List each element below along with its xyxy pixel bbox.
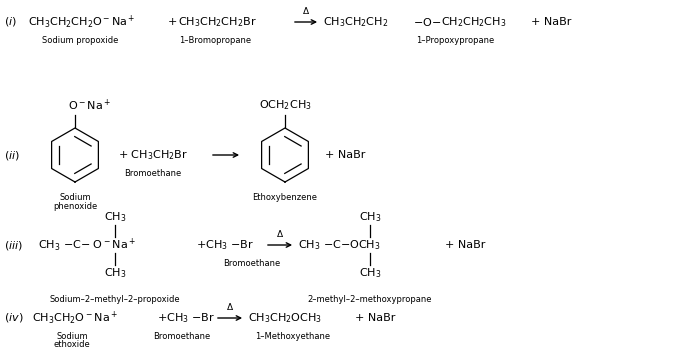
Text: CH$_3$: CH$_3$ <box>358 266 381 280</box>
Text: CH$_3$CH$_2$O$^-$Na$^+$: CH$_3$CH$_2$O$^-$Na$^+$ <box>32 310 118 327</box>
Text: Sodium: Sodium <box>59 193 91 202</box>
Text: CH$_3$CH$_2$OCH$_3$: CH$_3$CH$_2$OCH$_3$ <box>248 311 322 325</box>
Text: CH$_3$: CH$_3$ <box>104 266 126 280</box>
Text: $(iv)$: $(iv)$ <box>4 312 23 325</box>
Text: OCH$_2$CH$_3$: OCH$_2$CH$_3$ <box>259 98 312 112</box>
Text: + CH$_3$CH$_2$Br: + CH$_3$CH$_2$Br <box>118 148 188 162</box>
Text: CH$_3$ $-$C$-$ O$^-$Na$^+$: CH$_3$ $-$C$-$ O$^-$Na$^+$ <box>38 236 136 253</box>
Text: CH$_3$: CH$_3$ <box>104 210 126 224</box>
Text: $\Delta$: $\Delta$ <box>226 301 234 312</box>
Text: + NaBr: + NaBr <box>355 313 396 323</box>
Text: 1–Propoxypropane: 1–Propoxypropane <box>416 36 494 45</box>
Text: CH$_3$CH$_2$CH$_2$Br: CH$_3$CH$_2$CH$_2$Br <box>178 15 257 29</box>
Text: CH$_3$ $-$C$-$OCH$_3$: CH$_3$ $-$C$-$OCH$_3$ <box>298 238 380 252</box>
Text: $-$O$-$: $-$O$-$ <box>413 16 441 28</box>
Text: phenoxide: phenoxide <box>53 202 97 211</box>
Text: $\Delta$: $\Delta$ <box>302 5 310 16</box>
Text: +CH$_3$ $-$Br: +CH$_3$ $-$Br <box>196 238 254 252</box>
Text: + NaBr: + NaBr <box>531 17 571 27</box>
Text: 1–Bromopropane: 1–Bromopropane <box>179 36 251 45</box>
Text: Bromoethane: Bromoethane <box>125 169 182 178</box>
Text: Ethoxybenzene: Ethoxybenzene <box>252 193 317 202</box>
Text: ethoxide: ethoxide <box>54 340 90 349</box>
Text: 2–methyl–2–methoxypropane: 2–methyl–2–methoxypropane <box>308 295 432 304</box>
Text: $(ii)$: $(ii)$ <box>4 149 20 161</box>
Text: CH$_2$CH$_2$CH$_3$: CH$_2$CH$_2$CH$_3$ <box>441 15 506 29</box>
Text: Bromoethane: Bromoethane <box>224 259 281 268</box>
Text: +CH$_3$ $-$Br: +CH$_3$ $-$Br <box>157 311 215 325</box>
Text: + NaBr: + NaBr <box>445 240 485 250</box>
Text: 1–Methoxyethane: 1–Methoxyethane <box>255 332 330 341</box>
Text: CH$_3$: CH$_3$ <box>358 210 381 224</box>
Text: Sodium: Sodium <box>56 332 88 341</box>
Text: $\Delta$: $\Delta$ <box>276 228 284 239</box>
Text: +: + <box>168 17 178 27</box>
Text: Bromoethane: Bromoethane <box>153 332 211 341</box>
Text: Sodium–2–methyl–2–propoxide: Sodium–2–methyl–2–propoxide <box>50 295 180 304</box>
Text: Sodium propoxide: Sodium propoxide <box>42 36 118 45</box>
Text: CH$_3$CH$_2$CH$_2$: CH$_3$CH$_2$CH$_2$ <box>323 15 388 29</box>
Text: CH$_3$CH$_2$CH$_2$O$^-$Na$^+$: CH$_3$CH$_2$CH$_2$O$^-$Na$^+$ <box>28 14 136 31</box>
Text: $(iii)$: $(iii)$ <box>4 238 23 251</box>
Text: + NaBr: + NaBr <box>325 150 365 160</box>
Text: $(i)$: $(i)$ <box>4 15 17 29</box>
Text: O$^-$Na$^+$: O$^-$Na$^+$ <box>68 97 111 113</box>
